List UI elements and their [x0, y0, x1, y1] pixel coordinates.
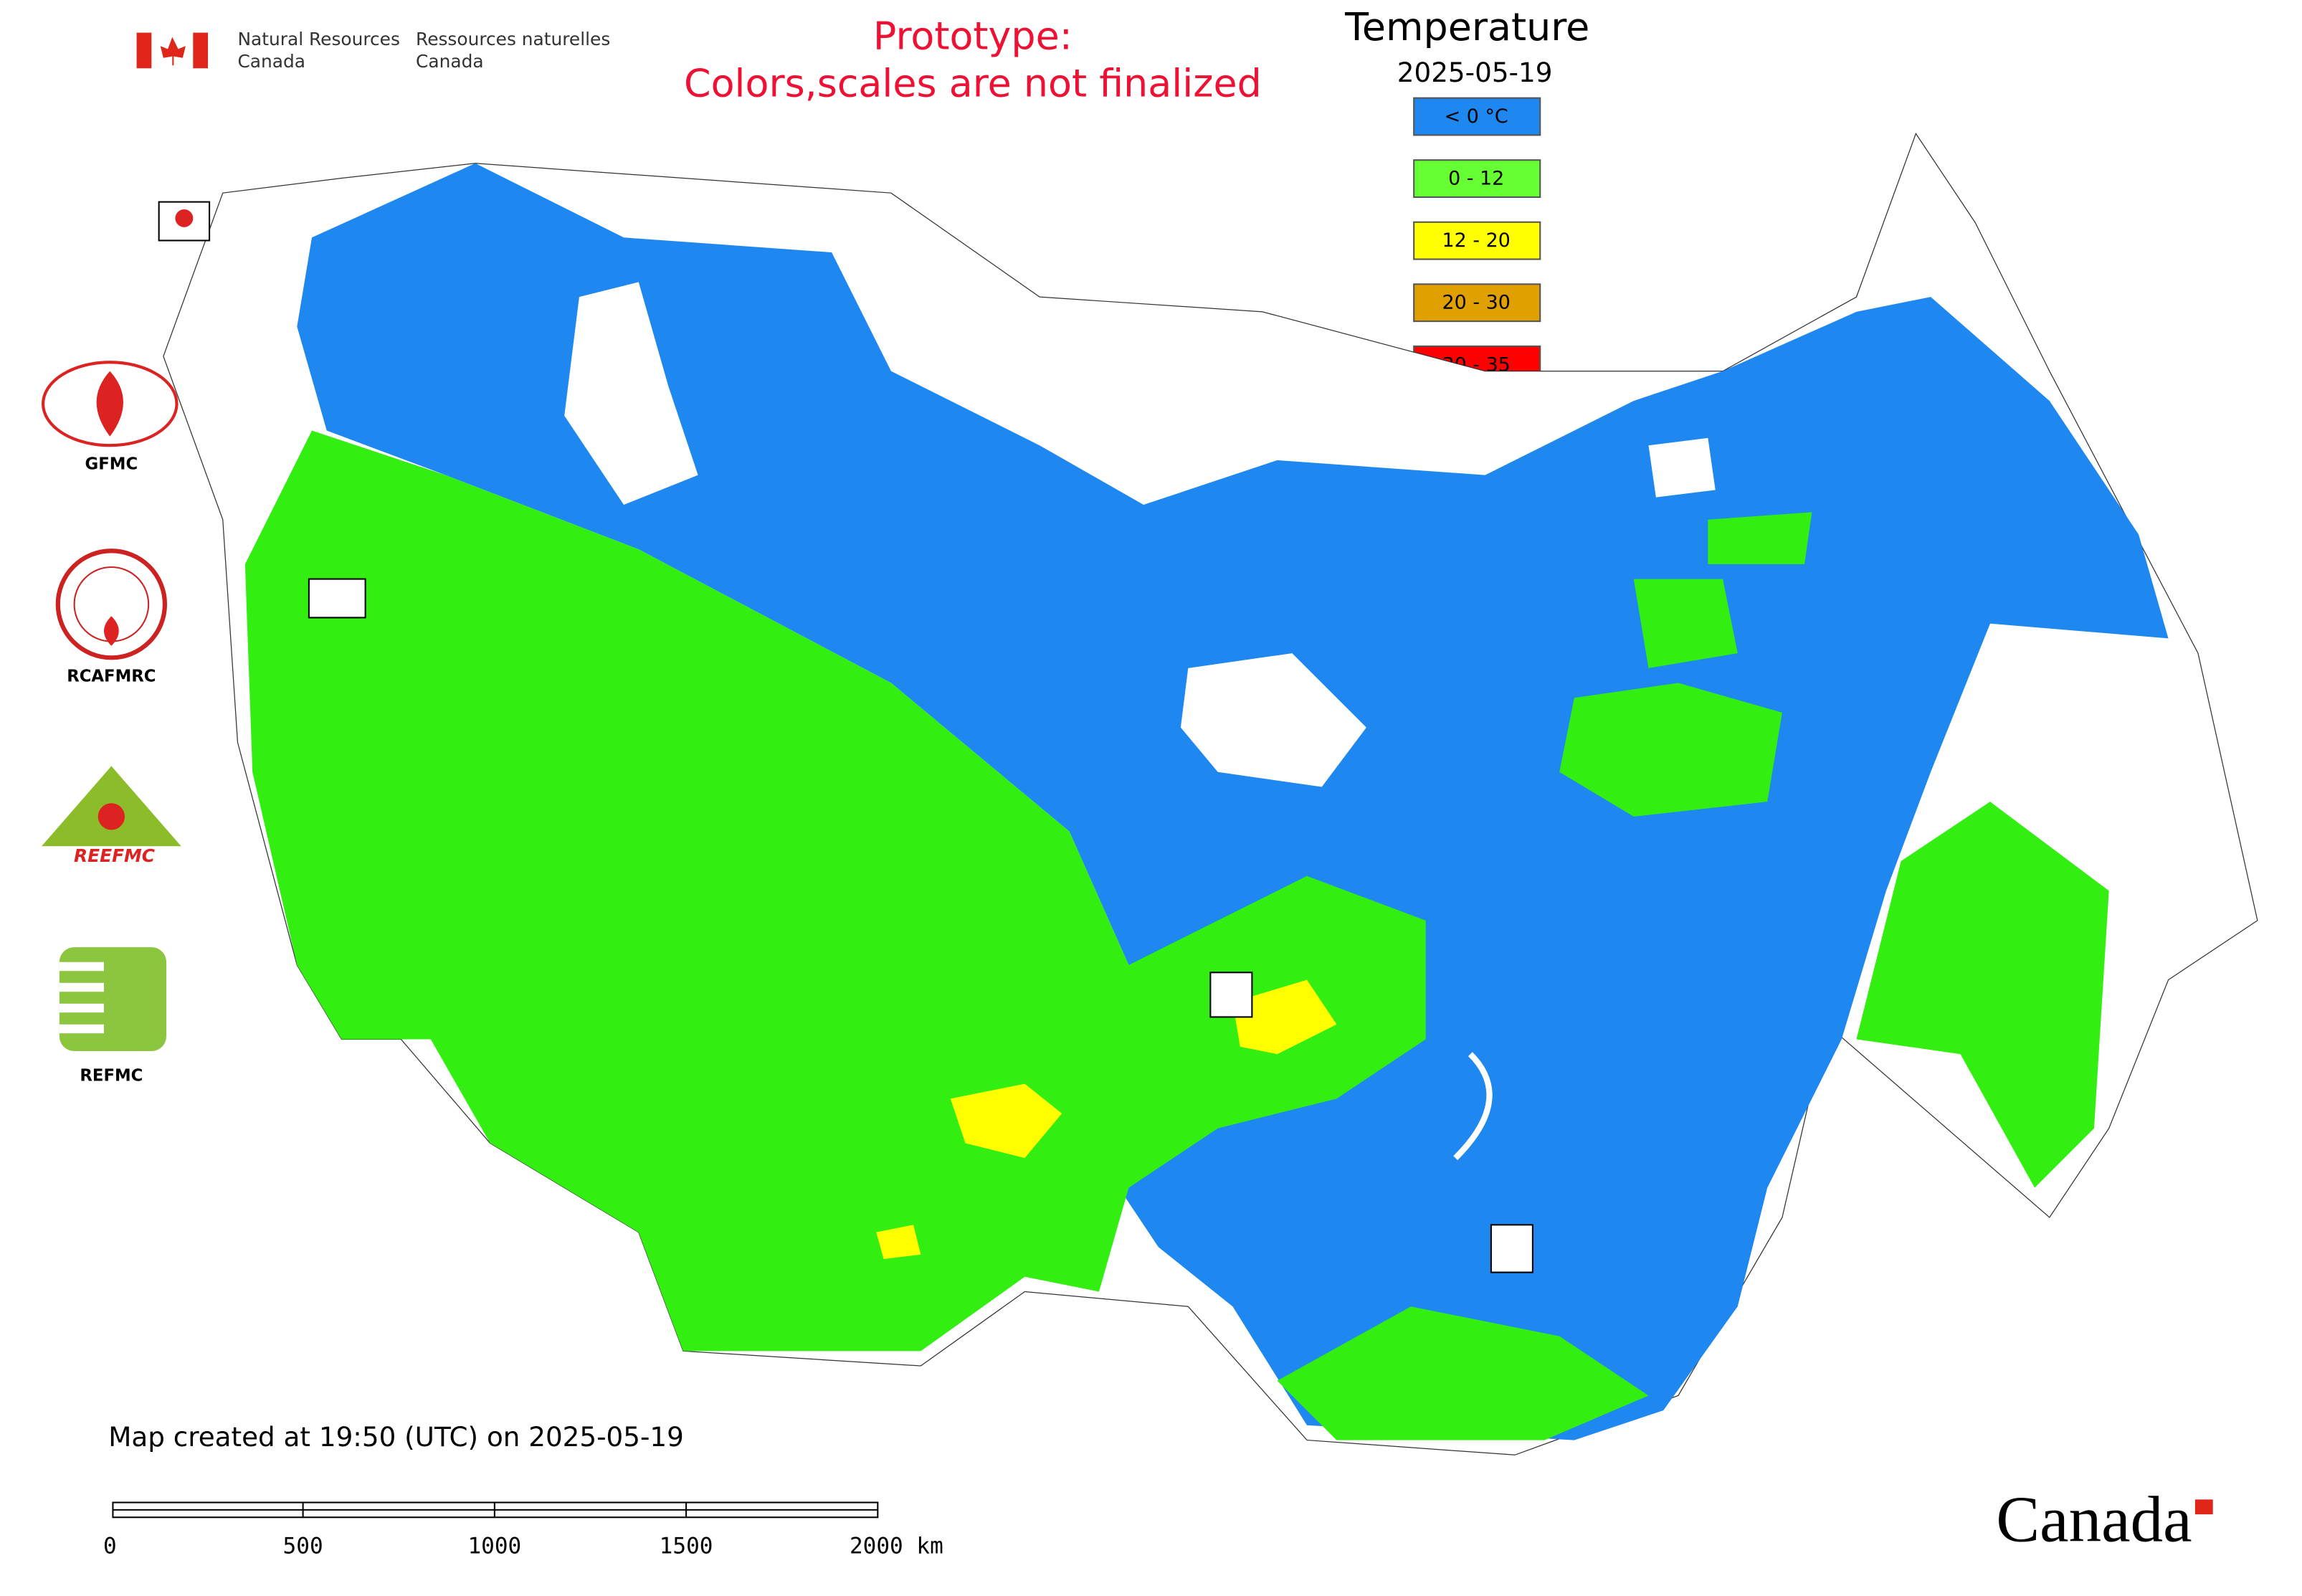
notice: Prototype:: [873, 13, 1072, 58]
agency-fr: Canada: [416, 51, 484, 72]
agency-en: Canada: [237, 51, 305, 72]
map-logo: [1490, 1224, 1533, 1273]
logo-refmc: [59, 947, 167, 1052]
agency-fr: Ressources naturelles: [416, 29, 610, 49]
map-logo: [308, 578, 366, 619]
logo-gfmc-small: [158, 201, 211, 242]
logo-label: GFMC: [85, 455, 138, 474]
logo-reefmc: [42, 766, 181, 847]
legend-date: 2025-05-19: [1397, 57, 1553, 88]
logo-label: REFMC: [80, 1067, 143, 1086]
logo-rcafmrc: [55, 548, 168, 660]
scale-bar: [112, 1501, 879, 1519]
land-map: [163, 132, 2258, 1455]
scale-label: 2000 km: [850, 1534, 943, 1559]
logo-gfmc: [42, 361, 179, 447]
legend-swatch: [1413, 221, 1541, 260]
canada-flag: [136, 32, 209, 69]
legend-label: 20 - 30: [1442, 292, 1511, 314]
legend-title: Temperature: [1344, 4, 1589, 49]
scale-label: 0: [103, 1534, 117, 1559]
legend-swatch: [1413, 159, 1541, 199]
legend-label: < 0 °C: [1445, 105, 1508, 128]
logo-label: REEFMC: [74, 845, 155, 866]
scale-label: 1500: [660, 1534, 713, 1559]
legend-swatch: [1413, 97, 1541, 136]
logo-label: RCAFMRC: [67, 668, 156, 686]
legend-label: 12 - 20: [1442, 229, 1511, 252]
map-created: Map created at 19:50 (UTC) on 2025-05-19: [108, 1421, 684, 1453]
canada-wordmark: Canada: [1996, 1483, 2192, 1556]
legend-swatch: [1413, 283, 1541, 323]
agency-en: Natural Resources: [237, 29, 399, 49]
scale-label: 1000: [467, 1534, 521, 1559]
legend-label: 0 - 12: [1448, 168, 1504, 190]
map-logo: [1209, 972, 1253, 1018]
wordmark-flag: [2194, 1499, 2213, 1515]
scale-label: 500: [283, 1534, 323, 1559]
notice: Colors,scales are not finalized: [684, 61, 1262, 106]
